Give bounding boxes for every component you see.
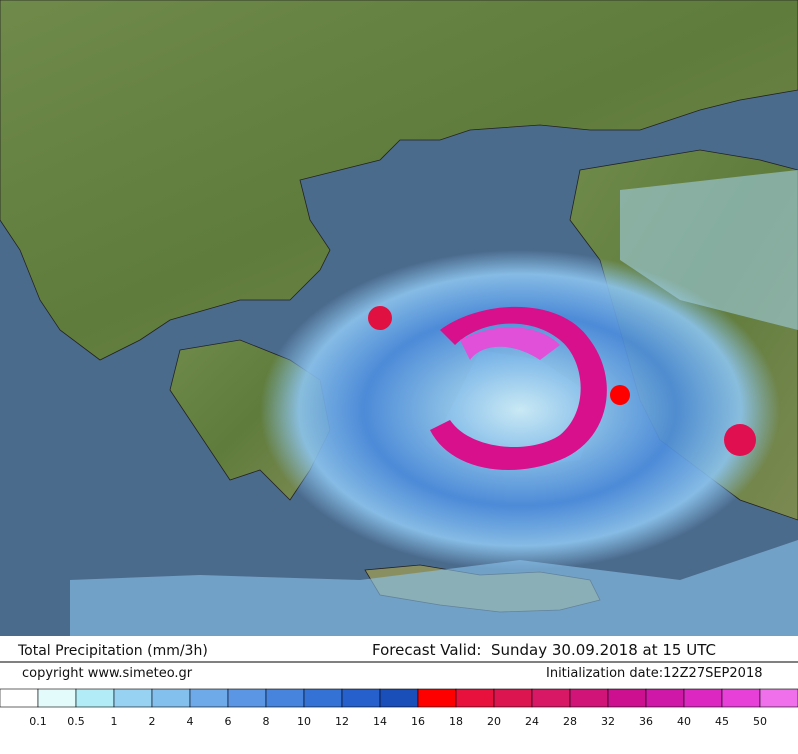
color-label: 2: [149, 715, 156, 728]
color-label: 18: [449, 715, 463, 728]
color-label: 50: [753, 715, 767, 728]
color-box: [113, 688, 153, 708]
color-box: [303, 688, 343, 708]
color-label: 4: [187, 715, 194, 728]
color-box: [493, 688, 533, 708]
color-box: [151, 688, 191, 708]
color-box: [75, 688, 115, 708]
color-box: [417, 688, 457, 708]
color-label: 24: [525, 715, 539, 728]
color-box: [37, 688, 77, 708]
color-label: 45: [715, 715, 729, 728]
init-date: Initialization date:12Z27SEP2018: [546, 666, 762, 681]
precip-south: [70, 540, 798, 636]
color-box: [569, 688, 609, 708]
color-label: 10: [297, 715, 311, 728]
color-box: [607, 688, 647, 708]
precip-cell: [368, 306, 392, 330]
color-box: [683, 688, 723, 708]
color-label: 8: [263, 715, 270, 728]
color-label: 12: [335, 715, 349, 728]
forecast-valid: Forecast Valid: Sunday 30.09.2018 at 15 …: [372, 641, 716, 659]
copyright: copyright www.simeteo.gr: [22, 666, 193, 681]
color-label: 28: [563, 715, 577, 728]
color-box: [455, 688, 495, 708]
color-box: [721, 688, 761, 708]
color-box: [227, 688, 267, 708]
color-label: 16: [411, 715, 425, 728]
color-box: [379, 688, 419, 708]
color-label: 0.1: [29, 715, 47, 728]
color-box: [531, 688, 571, 708]
balkans: [0, 0, 798, 361]
precip-cell: [724, 424, 756, 456]
color-box: [645, 688, 685, 708]
title: Total Precipitation (mm/3h): [17, 643, 208, 659]
color-box: [341, 688, 381, 708]
color-label: 1: [111, 715, 118, 728]
color-box: [759, 688, 798, 708]
color-label: 32: [601, 715, 615, 728]
map: [0, 0, 798, 636]
colorbar: 0.1 0.5 1 2 4 6 8 10 12 14 16 18 20 24 28 32 36 40 45 50: [0, 688, 798, 728]
color-label: 20: [487, 715, 501, 728]
color-label: 40: [677, 715, 691, 728]
color-label: 6: [225, 715, 232, 728]
color-box: [0, 688, 39, 708]
color-label: 36: [639, 715, 653, 728]
color-box: [189, 688, 229, 708]
precip-peak: [460, 327, 560, 360]
color-label: 14: [373, 715, 387, 728]
color-box: [265, 688, 305, 708]
precip-cell: [610, 385, 630, 405]
precip-field: [260, 250, 780, 570]
precip-east: [620, 170, 798, 330]
color-label: 0.5: [67, 715, 85, 728]
